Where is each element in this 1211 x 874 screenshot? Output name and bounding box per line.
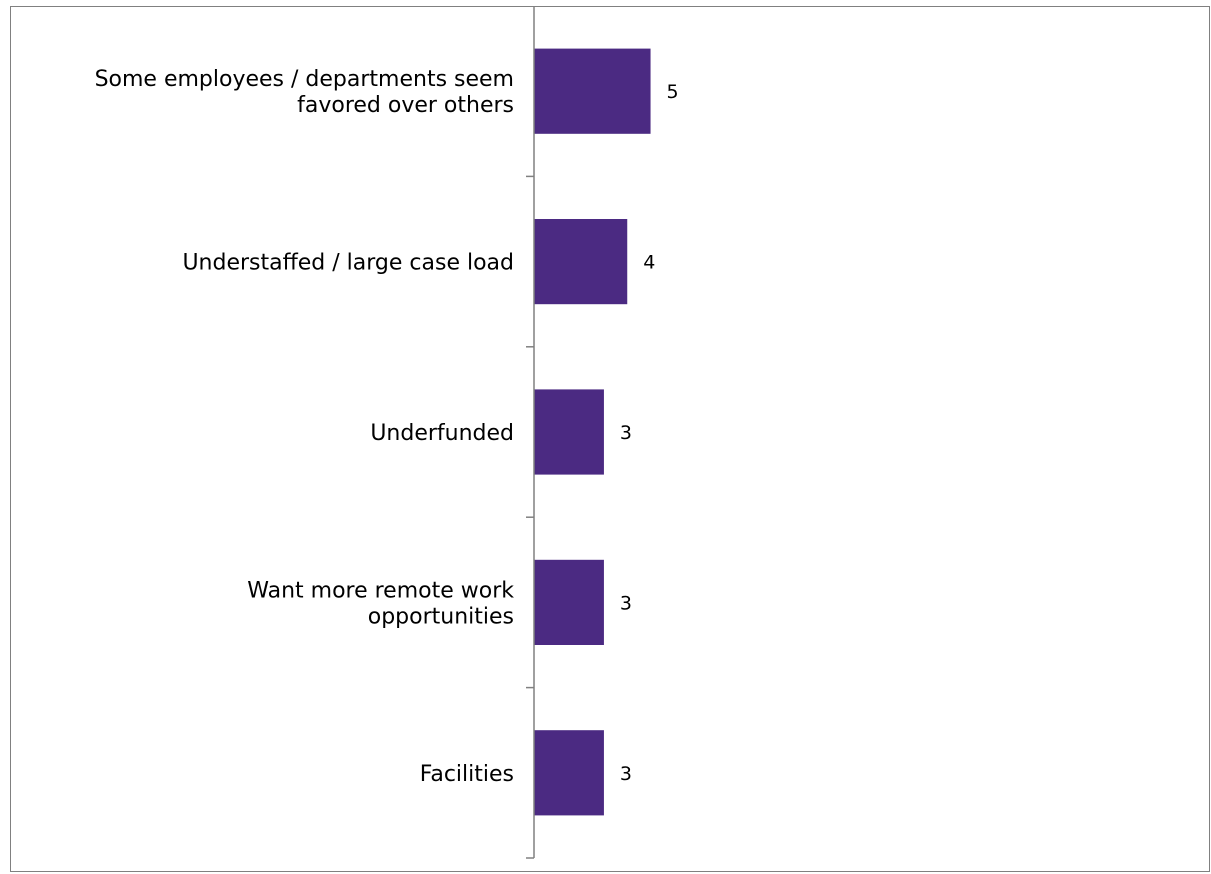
data-label: 3	[620, 422, 632, 444]
category-label: Underfunded	[370, 421, 514, 446]
value-labels: 5 4 3 3 3	[620, 81, 679, 785]
data-label: 4	[643, 252, 655, 274]
data-label: 5	[667, 81, 679, 103]
category-labels: Some employees / departments seem favored…	[95, 67, 515, 787]
category-label: Want more remote work opportunities	[247, 578, 514, 629]
bars	[534, 48, 651, 816]
category-ticks	[526, 175, 534, 859]
category-label: Understaffed / large case load	[182, 251, 514, 276]
bar	[534, 48, 651, 134]
bar	[534, 730, 604, 816]
bar	[534, 389, 604, 475]
category-label: Some employees / departments seem favored…	[95, 67, 514, 118]
data-label: 3	[620, 592, 632, 614]
category-label: Facilities	[420, 762, 514, 787]
data-label: 3	[620, 763, 632, 785]
bar	[534, 219, 628, 305]
bar	[534, 559, 604, 645]
chart-frame	[10, 6, 1210, 872]
